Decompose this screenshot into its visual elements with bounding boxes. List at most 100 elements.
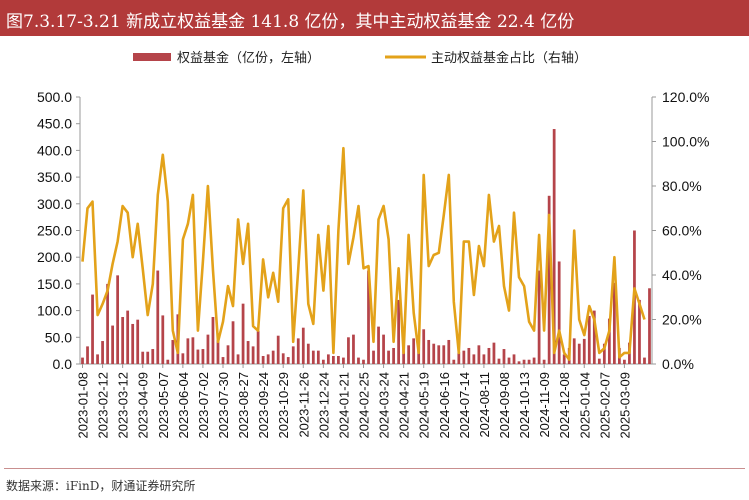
bar — [106, 283, 109, 364]
share-line — [81, 146, 646, 361]
bar — [332, 355, 335, 364]
bar — [316, 350, 320, 364]
bar — [437, 345, 441, 364]
bar — [447, 339, 451, 364]
bar — [191, 337, 195, 364]
bar — [226, 345, 230, 364]
x-tick-label: 2023-01-08 — [76, 372, 91, 439]
bar — [472, 354, 476, 364]
bar — [141, 351, 145, 364]
bar — [171, 339, 175, 364]
x-tick-label: 2024-06-16 — [437, 372, 452, 439]
bar — [342, 357, 345, 364]
bar — [512, 354, 516, 364]
bar — [552, 129, 556, 364]
x-tick-label: 2023-03-12 — [116, 372, 131, 439]
legend-swatch-bar — [133, 53, 171, 61]
x-tick-label: 2024-07-14 — [457, 372, 472, 439]
right-y-tick-label: 40.0% — [662, 267, 702, 283]
bar — [497, 358, 501, 364]
bar — [291, 346, 295, 364]
bar — [557, 261, 561, 364]
left-y-tick-label: 0.0 — [53, 356, 73, 372]
x-tick-label: 2025-03-09 — [617, 372, 632, 439]
right-y-tick-label: 20.0% — [662, 312, 702, 328]
bar — [477, 345, 481, 364]
bar — [221, 357, 225, 364]
x-tick-label: 2025-01-04 — [577, 372, 592, 439]
right-y-tick-label: 0.0% — [662, 356, 694, 372]
left-y-tick-label: 400.0 — [37, 142, 72, 158]
x-tick-label: 2023-07-30 — [216, 372, 231, 439]
bar — [577, 343, 581, 364]
bar — [592, 310, 596, 364]
bar — [352, 334, 355, 364]
bar — [582, 338, 586, 364]
bar — [181, 353, 185, 364]
bar — [382, 334, 385, 364]
bar — [266, 354, 270, 364]
bar — [246, 341, 250, 364]
title-bar: 图7.3.17-3.21 新成立权益基金 141.8 亿份，其中主动权益基金 2… — [0, 0, 749, 36]
x-tick-label: 2023-09-24 — [256, 372, 271, 439]
right-y-tick-label: 100.0% — [662, 134, 709, 150]
bar — [311, 350, 315, 364]
x-tick-label: 2024-10-13 — [517, 372, 532, 439]
bar — [417, 346, 421, 364]
bar — [296, 338, 300, 364]
x-tick-label: 2024-04-21 — [397, 372, 412, 439]
bar — [201, 349, 205, 364]
bar — [196, 349, 200, 364]
bar — [482, 354, 486, 364]
bar — [612, 282, 616, 364]
x-tick-label: 2024-12-08 — [557, 372, 572, 439]
bar — [126, 310, 130, 364]
legend-label-bar: 权益基金（亿份，左轴） — [177, 50, 320, 65]
x-tick-label: 2023-12-24 — [316, 372, 331, 439]
bar — [457, 352, 461, 364]
bar — [547, 195, 551, 364]
bar — [271, 350, 275, 364]
bar — [587, 315, 591, 364]
bar — [562, 354, 566, 364]
bar — [91, 294, 94, 364]
x-tick-label: 2024-09-08 — [497, 372, 512, 439]
x-tick-label: 2025-02-07 — [597, 372, 612, 439]
bar — [648, 288, 651, 364]
x-tick-label: 2023-08-27 — [236, 372, 251, 439]
bar — [402, 346, 406, 364]
x-tick-label: 2024-03-24 — [377, 372, 392, 439]
bar — [111, 325, 114, 364]
left-y-tick-label: 250.0 — [37, 223, 72, 239]
bar — [357, 357, 360, 364]
bar — [638, 299, 641, 364]
bar — [337, 355, 340, 364]
bar — [236, 354, 240, 364]
bar — [251, 346, 255, 364]
bar — [116, 275, 120, 364]
bar — [422, 329, 426, 364]
bar — [131, 323, 135, 364]
x-tick-label: 2023-07-02 — [196, 372, 211, 439]
chart-title: 图7.3.17-3.21 新成立权益基金 141.8 亿份，其中主动权益基金 2… — [6, 12, 575, 32]
bar — [231, 321, 235, 364]
bar — [432, 343, 436, 364]
bar — [502, 349, 506, 364]
left-y-tick-label: 500.0 — [37, 89, 72, 105]
bar — [492, 342, 496, 364]
bar — [136, 319, 140, 364]
bar — [407, 345, 411, 364]
left-y-tick-label: 350.0 — [37, 169, 72, 185]
x-tick-label: 2023-02-12 — [96, 372, 111, 439]
bar — [362, 359, 365, 364]
bar — [281, 353, 285, 364]
x-tick-label: 2023-05-07 — [156, 372, 171, 439]
left-y-tick-label: 200.0 — [37, 249, 72, 265]
bar — [507, 357, 511, 364]
bar — [216, 339, 220, 364]
bar — [367, 270, 370, 364]
bar — [166, 359, 170, 364]
bar — [597, 358, 601, 364]
bar — [392, 347, 395, 364]
x-tick-label: 2024-05-19 — [417, 372, 432, 439]
